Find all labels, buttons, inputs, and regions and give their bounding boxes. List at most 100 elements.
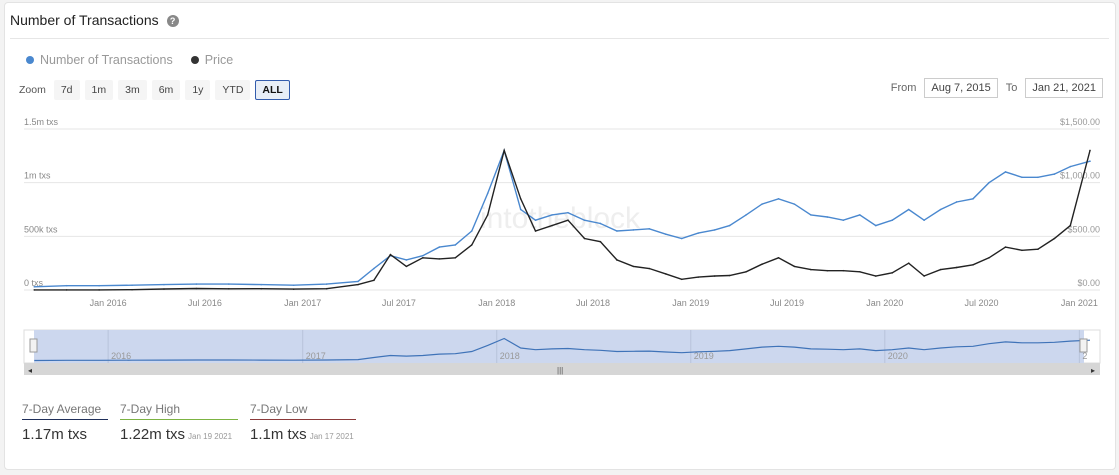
divider — [10, 38, 1109, 39]
navigator-left-handle[interactable] — [29, 338, 38, 353]
price-point — [405, 265, 408, 268]
price-point — [859, 270, 861, 273]
page-title: Number of Transactions? — [10, 12, 179, 28]
stat-7-day-average: 7-Day Average 1.17m txs — [22, 402, 108, 443]
transactions-point — [599, 222, 602, 225]
transactions-point — [1069, 165, 1072, 168]
price-point — [1021, 249, 1023, 252]
transactions-point — [486, 192, 489, 195]
x-tick-label: Jul 2016 — [188, 298, 222, 308]
to-date-input[interactable]: Jan 21, 2021 — [1025, 78, 1103, 98]
scroll-right-arrow-icon: ▸ — [1091, 366, 1095, 375]
transactions-point — [697, 232, 700, 234]
x-tick-label: Jul 2020 — [965, 298, 999, 308]
zoom-1m-button[interactable]: 1m — [84, 80, 114, 100]
price-point — [1089, 149, 1091, 152]
x-tick-label: Jan 2019 — [672, 298, 709, 308]
zoom-7d-button[interactable]: 7d — [53, 80, 80, 100]
price-point — [777, 257, 780, 259]
transactions-point — [567, 211, 569, 214]
transactions-point — [810, 214, 812, 216]
stat-label: 7-Day High — [120, 402, 238, 420]
from-date-input[interactable]: Aug 7, 2015 — [924, 78, 998, 98]
legend-item-transactions[interactable]: Number of Transactions — [26, 53, 173, 67]
y-right-tick-label: $1,500.00 — [1060, 117, 1100, 127]
transactions-point — [907, 208, 910, 211]
legend-item-price[interactable]: Price — [190, 53, 233, 67]
transactions-point — [470, 230, 473, 232]
price-point — [826, 269, 829, 272]
price-point — [745, 270, 747, 273]
transactions-point — [357, 280, 359, 283]
transactions-point — [292, 284, 295, 286]
zoom-ytd-button[interactable]: YTD — [215, 80, 251, 100]
scrollbar-grip-icon: ||| — [557, 366, 563, 375]
transactions-point — [325, 283, 328, 285]
transactions-point — [842, 219, 845, 222]
price-point — [697, 276, 700, 278]
x-tick-label: Jul 2019 — [770, 298, 804, 308]
price-point — [534, 230, 537, 232]
price-point — [486, 214, 489, 216]
question-circle-icon[interactable]: ? — [166, 15, 179, 27]
price-point — [357, 283, 359, 286]
stat-label: 7-Day Low — [250, 402, 356, 420]
price-point — [551, 224, 553, 227]
transactions-point — [1089, 160, 1091, 162]
price-point — [874, 275, 877, 277]
price-point — [195, 287, 198, 290]
navigator-tick-label: 2017 — [306, 351, 326, 361]
zoom-all-button[interactable]: ALL — [255, 80, 290, 100]
transactions-point — [519, 208, 522, 211]
x-tick-label: Jan 2017 — [284, 298, 321, 308]
transactions-point — [551, 214, 553, 216]
transactions-point — [33, 285, 36, 288]
transactions-point — [632, 229, 635, 231]
transactions-point — [988, 181, 990, 184]
navigator-tick-label: 2019 — [694, 351, 714, 361]
stat-value: 1.17m txs — [22, 426, 88, 443]
price-point — [988, 257, 990, 259]
y-left-tick-label: 1.5m txs — [24, 117, 59, 127]
price-point — [470, 244, 473, 246]
transactions-point — [648, 228, 651, 230]
transactions-point — [422, 254, 424, 257]
navigator-right-handle[interactable] — [1079, 338, 1088, 353]
zoom-1y-button[interactable]: 1y — [185, 80, 211, 100]
transactions-point — [534, 219, 537, 222]
y-right-tick-label: $0.00 — [1077, 278, 1100, 288]
price-point — [65, 289, 68, 291]
y-left-tick-label: 0 txs — [24, 278, 44, 288]
zoom-3m-button[interactable]: 3m — [118, 80, 147, 100]
zoom-6m-button[interactable]: 6m — [151, 80, 181, 100]
zoom-label: Zoom — [19, 84, 46, 96]
transactions-point — [826, 216, 829, 218]
navigator-line — [34, 337, 1091, 362]
price-point — [389, 253, 392, 256]
transactions-point — [373, 267, 375, 270]
price-point — [519, 197, 522, 200]
transactions-point — [438, 246, 441, 248]
price-point — [438, 258, 441, 260]
stat-value: 1.22m txs Jan 19 2021 — [120, 426, 233, 443]
scrollbar[interactable] — [24, 363, 1100, 375]
transactions-point — [98, 284, 100, 287]
navigator-selection — [34, 330, 1084, 363]
transactions-point — [761, 203, 763, 205]
to-label: To — [1005, 82, 1018, 94]
transactions-point — [195, 283, 198, 285]
price-point — [1004, 246, 1007, 248]
x-tick-label: Jan 2018 — [478, 298, 515, 308]
navigator-tick-label: 2 — [1082, 351, 1087, 361]
price-point — [163, 288, 165, 290]
price-point — [680, 278, 683, 281]
transactions-point — [616, 230, 618, 232]
price-point — [131, 288, 133, 291]
price-point — [955, 266, 958, 269]
transactions-point — [454, 244, 457, 246]
price-point — [583, 237, 586, 240]
price-point — [923, 275, 925, 277]
x-tick-label: Jan 2020 — [866, 298, 903, 308]
price-point — [260, 287, 263, 290]
price-point — [1069, 224, 1072, 227]
